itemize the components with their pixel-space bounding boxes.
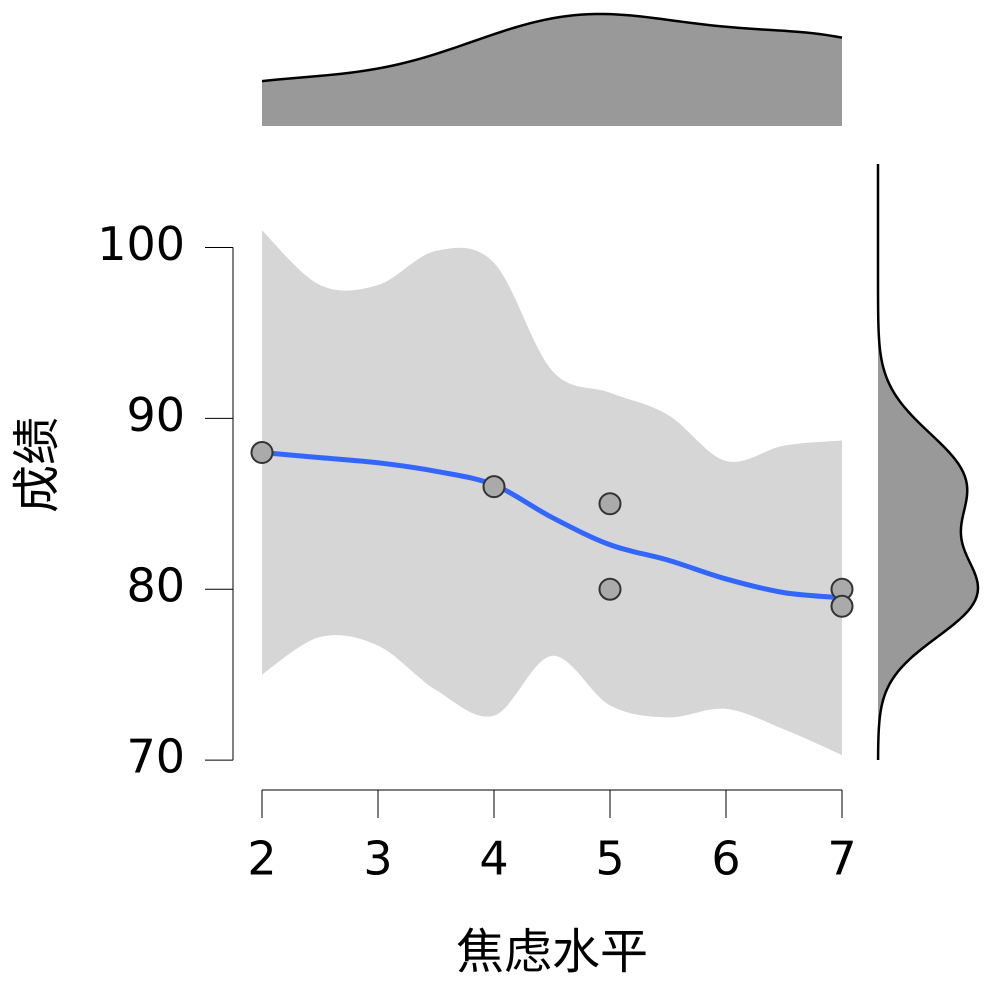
y-tick-label: 80 (126, 559, 185, 613)
point (830, 594, 854, 618)
confidence-band (262, 230, 842, 755)
x-tick-label: 6 (711, 832, 740, 886)
point (482, 475, 506, 499)
point (250, 441, 274, 465)
x-tick-label: 4 (479, 832, 508, 886)
y-tick-label: 100 (97, 217, 185, 271)
x-tick-label: 3 (363, 832, 392, 886)
y-tick-label: 90 (126, 388, 185, 442)
y-axis-label: 成绩 (9, 417, 65, 513)
point (598, 577, 622, 601)
top-marginal-density (262, 14, 842, 126)
x-tick-label: 2 (247, 832, 276, 886)
right-marginal-outline (876, 164, 980, 761)
smooth-line (261, 450, 843, 601)
y-tick-label: 70 (126, 730, 185, 784)
x-tick-label: 5 (595, 832, 624, 886)
right-marginal-density (878, 162, 978, 760)
x-tick-label: 7 (827, 832, 856, 886)
x-axis-label: 焦虑水平 (456, 924, 648, 980)
top-marginal-outline (261, 12, 843, 83)
point (598, 492, 622, 516)
